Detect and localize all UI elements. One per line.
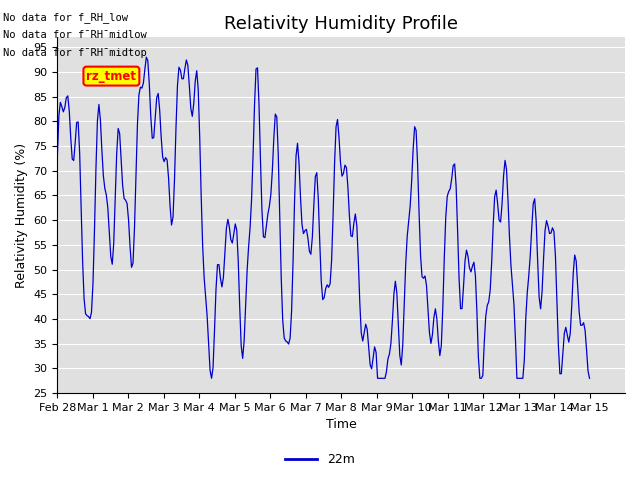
Text: No data for f¯RH¯midlow: No data for f¯RH¯midlow — [3, 30, 147, 40]
Text: rz_tmet: rz_tmet — [86, 70, 136, 83]
Y-axis label: Relativity Humidity (%): Relativity Humidity (%) — [15, 143, 28, 288]
Legend: 22m: 22m — [280, 448, 360, 471]
Text: No data for f¯RH¯midtop: No data for f¯RH¯midtop — [3, 48, 147, 59]
X-axis label: Time: Time — [326, 419, 356, 432]
Text: No data for f_RH_low: No data for f_RH_low — [3, 12, 128, 23]
Title: Relativity Humidity Profile: Relativity Humidity Profile — [224, 15, 458, 33]
